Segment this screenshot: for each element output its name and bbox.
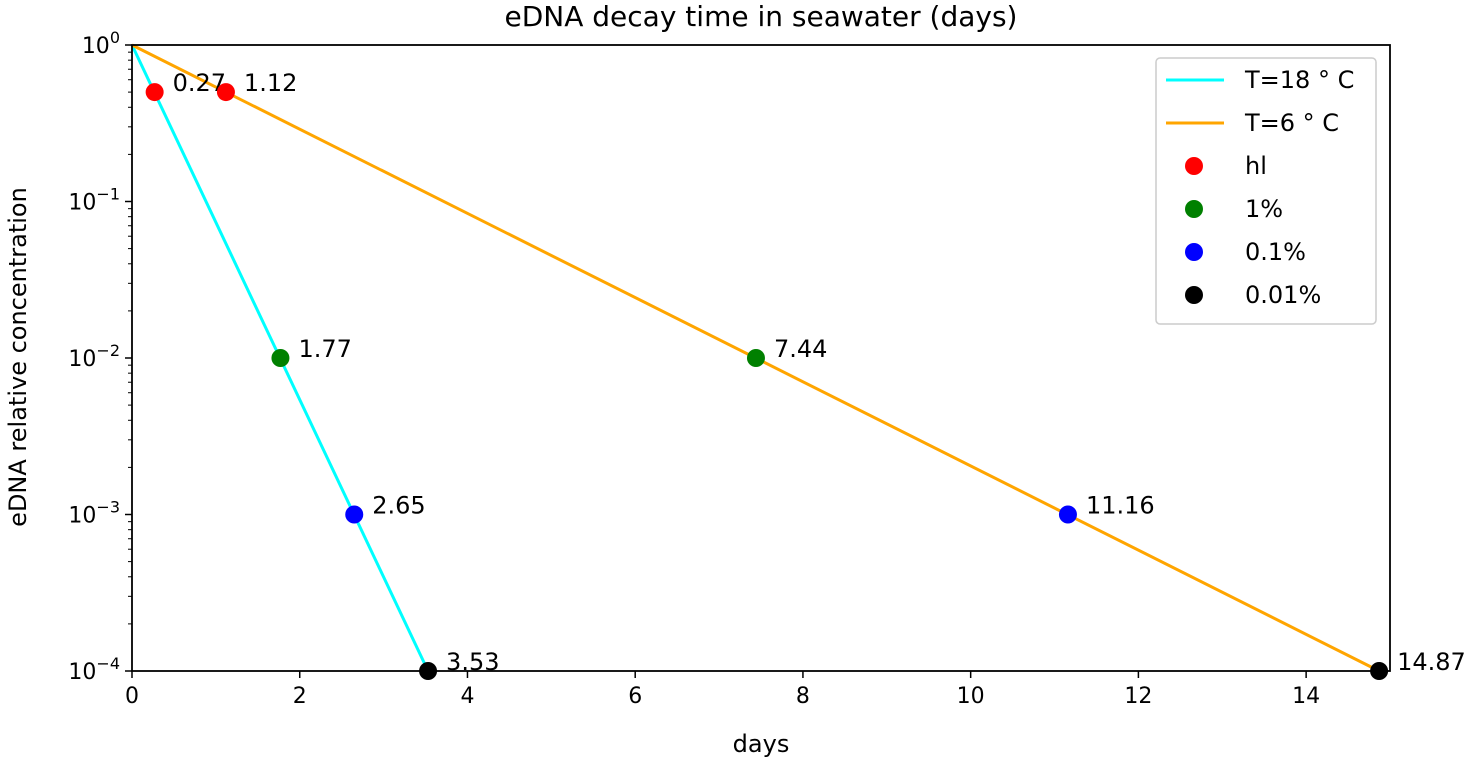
legend-marker-3 <box>1185 286 1203 304</box>
data-label-2-1: 11.16 <box>1086 492 1155 520</box>
x-tick-label-2: 4 <box>460 684 474 709</box>
data-label-2-0: 2.65 <box>372 492 425 520</box>
legend-label-series-0: T=18 ° C <box>1244 66 1354 94</box>
legend-label-marker-0: hl <box>1245 152 1267 180</box>
x-tick-label-5: 10 <box>957 684 985 709</box>
legend-marker-0 <box>1185 157 1203 175</box>
legend-label-marker-2: 0.1% <box>1245 238 1306 266</box>
x-axis-label: days <box>733 730 790 758</box>
y-tick-label-0: 10−4 <box>68 654 120 685</box>
x-tick-label-3: 6 <box>628 684 642 709</box>
y-tick-label-4: 100 <box>82 28 120 59</box>
data-label-3-1: 14.87 <box>1397 648 1466 676</box>
plot-area: 0.27 1.121.77 7.442.65 11.163.53 14.870 2 4 6 8 1… <box>68 28 1465 709</box>
legend-label-series-1: T=6 ° C <box>1244 109 1339 137</box>
y-tick-label-2: 10−2 <box>68 341 120 372</box>
x-tick-label-7: 14 <box>1292 684 1320 709</box>
legend-marker-1 <box>1185 200 1203 218</box>
data-label-1-0: 1.77 <box>298 335 351 363</box>
data-label-0-1: 1.12 <box>244 69 297 97</box>
x-tick-label-0: 0 <box>125 684 139 709</box>
legend: T=18 ° C T=6 ° C hl 1% 0.1% 0.01% <box>1155 57 1377 325</box>
data-point-0-0 <box>145 83 164 102</box>
x-tick-label-1: 2 <box>293 684 307 709</box>
legend-marker-2 <box>1185 243 1203 261</box>
legend-label-marker-3: 0.01% <box>1245 281 1321 309</box>
x-tick-label-6: 12 <box>1124 684 1152 709</box>
y-axis-label: eDNA relative concentration <box>4 187 32 527</box>
x-tick-label-4: 8 <box>796 684 810 709</box>
legend-label-marker-1: 1% <box>1245 195 1283 223</box>
data-point-2-0 <box>345 505 364 524</box>
y-tick-label-3: 10−1 <box>68 185 120 216</box>
data-point-0-1 <box>216 83 235 102</box>
data-point-1-0 <box>271 349 290 367</box>
data-point-1-1 <box>746 349 765 367</box>
data-point-2-1 <box>1058 505 1077 524</box>
data-label-1-1: 7.44 <box>774 335 827 363</box>
chart-title: eDNA decay time in seawater (days) <box>505 0 1018 33</box>
y-tick-label-1: 10−3 <box>68 498 120 529</box>
